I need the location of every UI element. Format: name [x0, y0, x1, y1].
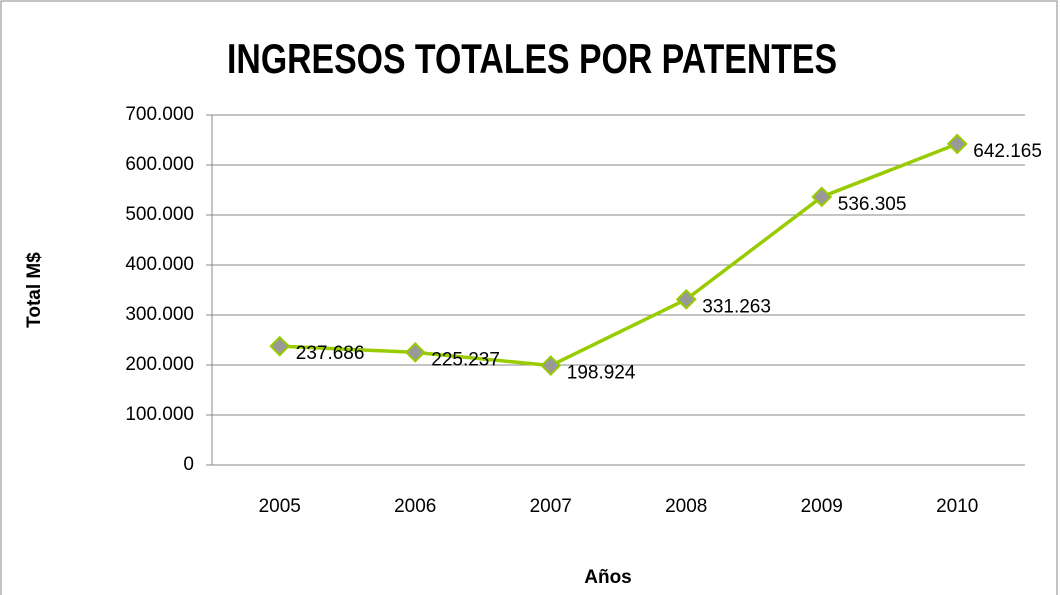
data-label: 225.237 [431, 349, 500, 370]
data-label: 331.263 [702, 296, 771, 317]
data-point [404, 341, 426, 363]
y-tick-label: 700.000 [125, 104, 194, 125]
data-label: 198.924 [567, 363, 636, 384]
y-tick-label: 0 [183, 454, 194, 475]
x-tick-label: 2005 [259, 496, 301, 517]
y-tick-label: 100.000 [125, 404, 194, 425]
x-tick-label: 2009 [801, 496, 843, 517]
data-point [540, 355, 562, 376]
x-tick-label: 2006 [394, 496, 436, 517]
data-label: 536.305 [838, 194, 907, 215]
data-point [269, 335, 291, 357]
x-axis-label: Años [584, 567, 632, 588]
x-tick-label: 2007 [530, 496, 572, 517]
y-tick-label: 500.000 [125, 204, 194, 225]
x-tick-label: 2008 [665, 496, 707, 517]
chart-title: INGRESOS TOTALES POR PATENTES [227, 35, 837, 82]
series-line [279, 142, 958, 368]
y-tick-label: 600.000 [125, 154, 194, 175]
data-label: 237.686 [296, 343, 365, 364]
y-tick-label: 200.000 [125, 354, 194, 375]
y-axis-label: Total M$ [24, 252, 45, 328]
y-tick-label: 400.000 [125, 254, 194, 275]
data-point [811, 186, 833, 208]
data-label: 642.165 [973, 141, 1042, 162]
data-point [946, 133, 968, 155]
x-tick-label: 2010 [936, 496, 978, 517]
y-tick-label: 300.000 [125, 304, 194, 325]
data-point [675, 288, 697, 310]
